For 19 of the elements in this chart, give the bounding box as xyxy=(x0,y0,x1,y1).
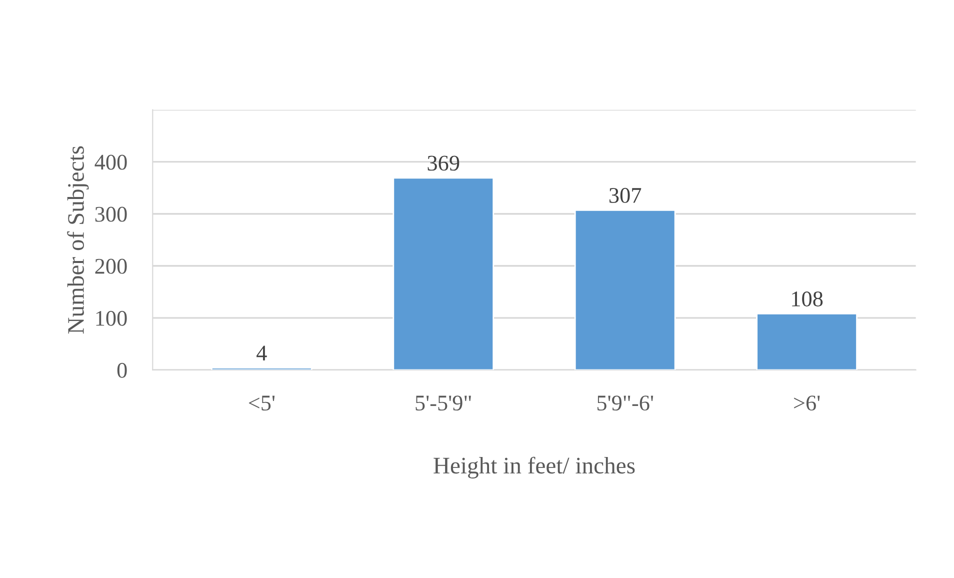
y-tick-label: 400 xyxy=(94,154,127,170)
bar xyxy=(574,210,676,370)
y-tick-label: 200 xyxy=(95,258,127,274)
y-tick-label: 100 xyxy=(96,310,127,326)
bar xyxy=(392,177,494,370)
x-tick-label: 5'9"-6' xyxy=(597,396,654,411)
data-label: 369 xyxy=(428,156,460,171)
x-tick-label: >6' xyxy=(794,396,820,411)
data-label: 4 xyxy=(256,346,267,360)
bar xyxy=(211,367,312,370)
bar xyxy=(756,313,858,370)
data-label: 108 xyxy=(792,291,823,306)
x-tick-label: 5'-5'9" xyxy=(416,396,471,411)
data-label: 307 xyxy=(609,188,642,203)
y-axis-title: Number of Subjects xyxy=(67,146,89,334)
x-tick-label: <5' xyxy=(248,396,275,411)
x-axis-title: Height in feet/ inches xyxy=(434,456,635,478)
y-tick-label: 300 xyxy=(95,206,127,222)
y-tick-label: 0 xyxy=(117,362,127,378)
